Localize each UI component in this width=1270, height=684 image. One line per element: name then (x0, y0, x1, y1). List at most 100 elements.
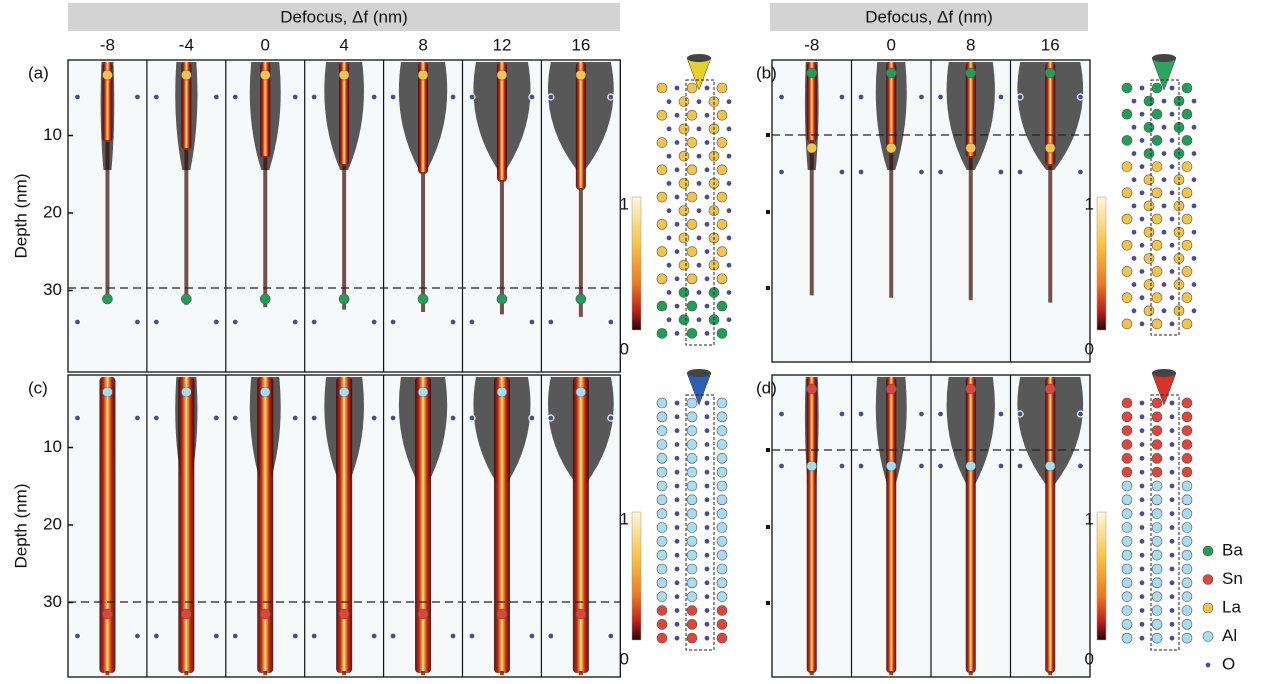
atom (1138, 427, 1146, 435)
atom (673, 193, 681, 201)
beam-tail (499, 180, 504, 315)
atom (1138, 267, 1146, 276)
atom (665, 261, 673, 269)
atom (528, 632, 536, 640)
legend-label: Ba (1222, 540, 1243, 559)
atom (777, 93, 786, 101)
atom (678, 259, 690, 271)
atom (716, 137, 728, 148)
atom (885, 67, 897, 79)
atom (1130, 202, 1138, 210)
atom (417, 608, 429, 620)
panel-frame (67, 59, 621, 373)
atom (665, 125, 673, 133)
atom (997, 410, 1005, 418)
atom (291, 93, 299, 101)
atom (310, 632, 318, 640)
defocus-label: 16 (571, 35, 590, 54)
depth-tick-label: 20 (43, 202, 62, 221)
atom (703, 551, 711, 559)
atom (1190, 97, 1198, 105)
atom (259, 69, 271, 81)
atom (102, 386, 113, 398)
atom (152, 318, 160, 326)
atom (703, 440, 711, 449)
atom (1160, 202, 1168, 210)
atom (673, 399, 681, 407)
atom (656, 411, 668, 423)
atom (936, 410, 945, 418)
atom (1168, 565, 1176, 573)
atom (1121, 605, 1133, 616)
colorbar-max: 1 (1085, 509, 1094, 528)
beam (572, 377, 589, 673)
atom (716, 273, 728, 285)
atom (1181, 135, 1193, 146)
atom (673, 510, 681, 518)
atom (1160, 176, 1168, 184)
atom (1181, 411, 1193, 423)
atom (1151, 549, 1163, 561)
atom (695, 234, 703, 242)
beam-tail (263, 156, 268, 308)
depth-tick (766, 286, 770, 290)
atom (1190, 149, 1198, 158)
atom (695, 316, 703, 324)
atom (1181, 397, 1193, 409)
atom (1130, 280, 1138, 289)
atom (716, 522, 728, 533)
beam-tail (421, 671, 426, 676)
atom (1138, 189, 1146, 197)
atom (917, 168, 926, 176)
atom (965, 383, 977, 395)
atom (716, 605, 728, 616)
beam (496, 62, 507, 182)
atom (838, 462, 846, 470)
atom (703, 593, 711, 601)
atom (1143, 226, 1155, 238)
depth-tick-label: 30 (43, 280, 62, 299)
atom (686, 508, 698, 519)
atom (1138, 84, 1146, 92)
atom (1121, 591, 1133, 602)
atom (1181, 161, 1193, 172)
atom (449, 93, 457, 101)
depth-tick-label: 10 (43, 125, 62, 144)
atom (673, 454, 681, 462)
atom (656, 453, 668, 464)
atom (259, 608, 271, 620)
atom (1121, 522, 1133, 533)
atom (1121, 161, 1133, 172)
atom (673, 275, 681, 283)
atom (917, 410, 926, 418)
beam-tail (578, 671, 583, 676)
atom (686, 549, 698, 561)
atom (338, 608, 350, 620)
atom (656, 494, 668, 506)
atom (965, 67, 977, 79)
atom (1160, 123, 1168, 131)
atom (703, 537, 711, 545)
atom (1151, 239, 1163, 251)
atom (1121, 536, 1133, 547)
beam (178, 377, 195, 673)
atom (777, 410, 786, 418)
atom (665, 152, 673, 160)
atom (1151, 82, 1163, 94)
beam (493, 377, 510, 673)
atom (686, 439, 698, 450)
probe-cone-top (687, 369, 711, 377)
atom (777, 462, 786, 470)
atom (1138, 440, 1146, 449)
atom (73, 93, 82, 101)
atom (1168, 241, 1176, 249)
atom (1138, 294, 1146, 302)
atom (703, 565, 711, 573)
panel-label: (a) (28, 63, 49, 82)
atom (1190, 202, 1198, 210)
atom (716, 632, 728, 644)
atom (607, 93, 615, 101)
atom (1181, 619, 1193, 630)
atom (686, 328, 698, 339)
atom (528, 414, 536, 422)
